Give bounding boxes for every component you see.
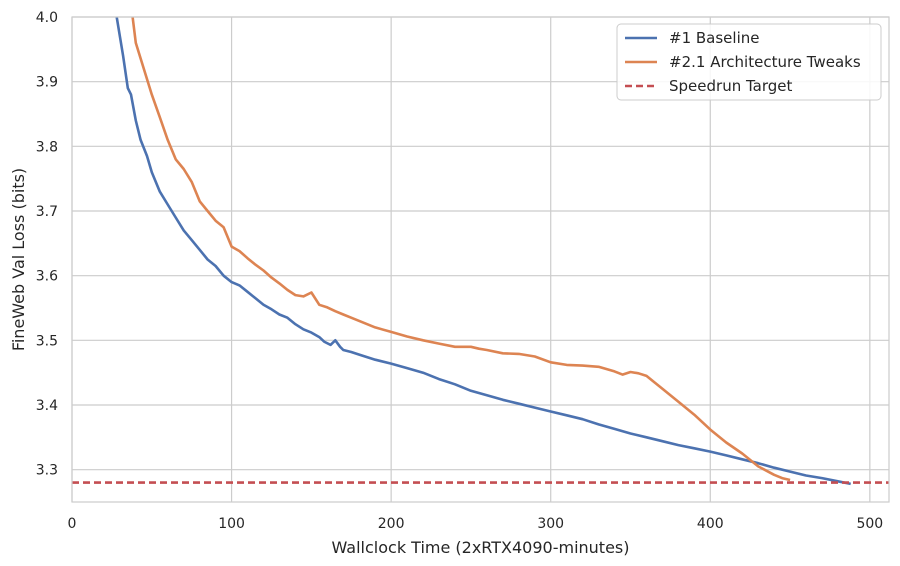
x-axis-label: Wallclock Time (2xRTX4090-minutes) (332, 538, 630, 557)
legend-label: #1 Baseline (669, 29, 759, 47)
y-tick-label: 3.6 (36, 269, 58, 285)
y-tick-label: 3.8 (36, 139, 58, 155)
legend-label: Speedrun Target (669, 77, 792, 95)
x-tick-label: 400 (697, 516, 724, 532)
y-tick-label: 4.0 (36, 10, 58, 26)
series-line-1-baseline (115, 17, 851, 486)
y-tick-label: 3.4 (36, 398, 58, 414)
series-line-2-1-architecture-tweaks (131, 17, 791, 482)
y-axis-label: FineWeb Val Loss (bits) (9, 168, 28, 351)
x-tick-label: 300 (537, 516, 564, 532)
legend: #1 Baseline #2.1 Architecture Tweaks Speed… (616, 23, 882, 101)
x-tick-label: 500 (856, 516, 883, 532)
tick-labels: 0 100 200 300 400 500 3.3 3.4 3.5 3.6 3.7 3.8 3.9 4.0 (36, 10, 883, 532)
y-tick-label: 3.5 (36, 333, 58, 349)
x-tick-label: 0 (68, 516, 77, 532)
y-tick-label: 3.7 (36, 204, 58, 220)
y-tick-label: 3.3 (36, 463, 58, 479)
legend-box (616, 23, 882, 101)
series-layer (72, 17, 889, 486)
legend-label: #2.1 Architecture Tweaks (669, 53, 861, 71)
y-tick-label: 3.9 (36, 75, 58, 91)
x-tick-label: 100 (218, 516, 245, 532)
plot-frame (71, 16, 890, 503)
x-tick-label: 200 (378, 516, 405, 532)
